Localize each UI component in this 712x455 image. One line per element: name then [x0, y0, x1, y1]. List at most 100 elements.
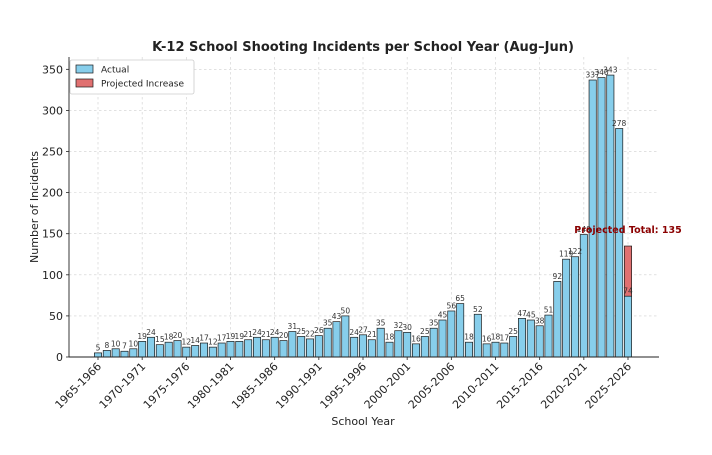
bar-actual [359, 334, 367, 358]
bar-value-label: 7 [122, 342, 127, 351]
bar-actual [129, 348, 138, 358]
bar-actual [403, 331, 412, 358]
bar-value-label: 122 [568, 247, 583, 256]
bar-actual [94, 352, 102, 358]
bar-actual [597, 77, 606, 358]
y-tick-label: 50 [49, 310, 63, 323]
bar-actual [341, 315, 350, 358]
bar-actual [518, 318, 526, 358]
bar-actual [111, 348, 120, 358]
bar-value-label: 18 [464, 333, 474, 342]
bar-value-label: 18 [164, 333, 174, 342]
bar-value-label: 74 [623, 287, 633, 296]
bar-value-label: 21 [261, 330, 271, 339]
bar-actual [526, 319, 535, 358]
x-tick-label: 2020-2021 [538, 360, 590, 412]
bar-value-label: 20 [279, 331, 289, 340]
bar-value-label: 43 [332, 312, 342, 321]
bar-value-label: 5 [96, 343, 101, 352]
bar-value-label: 45 [526, 311, 536, 320]
x-tick-label: 2000-2001 [362, 360, 414, 412]
bar-value-label: 50 [341, 306, 351, 315]
bar-actual [279, 340, 288, 358]
bar-actual [571, 256, 579, 358]
bar-actual [208, 346, 217, 358]
bar-value-label: 38 [535, 316, 545, 325]
bar-actual [120, 350, 129, 358]
bar-value-label: 21 [243, 330, 253, 339]
bar-value-label: 92 [553, 272, 563, 281]
bar-value-label: 18 [491, 333, 501, 342]
bar-value-label: 21 [367, 330, 377, 339]
bar-actual [456, 303, 465, 358]
bar-actual [509, 336, 518, 358]
y-tick-label: 200 [42, 187, 63, 200]
bar-actual [200, 342, 208, 358]
bar-actual [473, 313, 482, 358]
bar-value-label: 65 [455, 294, 465, 303]
bar-value-label: 25 [296, 327, 306, 336]
y-axis-label: Number of Incidents [28, 151, 41, 263]
bar-value-label: 25 [508, 327, 518, 336]
bar-actual [482, 343, 491, 358]
projected-total-annotation: Projected Total: 135 [574, 225, 682, 236]
bar-actual [535, 325, 544, 358]
bar-actual [562, 258, 571, 358]
bar-actual [606, 74, 615, 358]
bar-actual [323, 327, 332, 358]
bar-actual [147, 336, 155, 358]
bar-value-label: 20 [173, 331, 183, 340]
bar-value-label: 14 [190, 336, 200, 345]
x-tick-label: 2010-2011 [450, 360, 502, 412]
bar-actual [376, 327, 385, 358]
bar-actual [588, 79, 597, 358]
bar-actual [385, 341, 394, 358]
bar-value-label: 56 [447, 301, 457, 310]
bar-value-label: 149 [577, 225, 592, 234]
bar-actual [261, 339, 270, 358]
bar-value-label: 17 [199, 334, 209, 343]
y-tick-label: 250 [42, 146, 63, 159]
bar-actual [314, 335, 323, 358]
bar-actual [624, 295, 632, 358]
bar-value-label: 12 [208, 338, 218, 347]
y-tick-label: 350 [42, 63, 63, 76]
bar-actual [500, 342, 509, 358]
x-tick-label: 1970-1971 [97, 360, 149, 412]
bar-value-label: 25 [420, 327, 430, 336]
bar-actual [182, 346, 191, 358]
legend-frame [69, 59, 195, 95]
bar-actual [288, 331, 297, 358]
bar-value-label: 35 [323, 319, 333, 328]
bar-actual [155, 344, 164, 358]
bar-value-label: 278 [612, 119, 627, 128]
legend: Actual Projected Increase [69, 59, 195, 95]
bar-value-label: 16 [411, 334, 421, 343]
bar-actual [244, 339, 253, 358]
bar-actual [394, 330, 403, 358]
bar-value-label: 8 [104, 341, 109, 350]
bar-value-label: 24 [252, 328, 262, 337]
x-tick-label: 2025-2026 [583, 360, 635, 412]
bar-actual [138, 341, 147, 358]
bar-value-label: 12 [182, 338, 192, 347]
y-tick-label: 100 [42, 269, 63, 282]
bar-value-label: 35 [429, 319, 439, 328]
bar-actual [544, 314, 553, 358]
bar-value-label: 16 [482, 334, 492, 343]
x-tick-label: 1965-1966 [53, 360, 105, 412]
bar-actual [447, 310, 456, 358]
bar-value-label: 337 [586, 71, 601, 80]
bar-value-label: 31 [288, 322, 298, 331]
x-tick-label: 1995-1996 [318, 360, 370, 412]
bar-actual [429, 327, 438, 358]
bar-actual [164, 341, 173, 358]
bar-value-label: 17 [500, 334, 510, 343]
bar-value-label: 18 [385, 333, 395, 342]
bar-value-label: 340 [594, 68, 609, 77]
bar-value-label: 19 [235, 332, 245, 341]
bar-value-label: 10 [111, 339, 121, 348]
y-tick-label: 150 [42, 228, 63, 241]
